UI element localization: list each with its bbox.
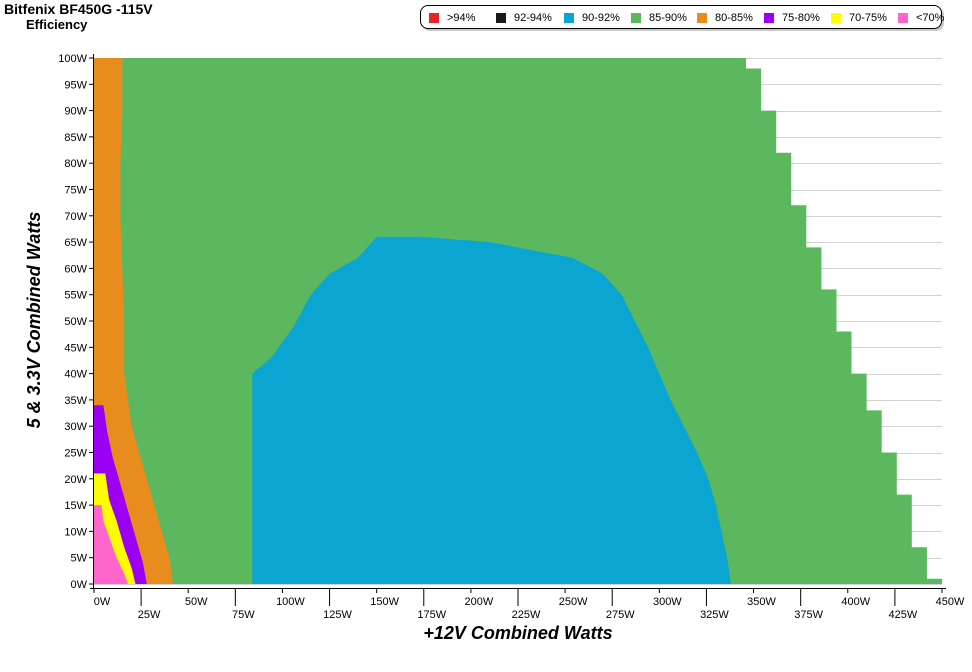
y-tick-label: 10W <box>64 526 87 538</box>
chart-title: Bitfenix BF450G -115V <box>4 1 153 17</box>
y-tick-label: 40W <box>64 369 87 381</box>
legend-item: 80-85% <box>697 11 753 24</box>
legend-label: >94% <box>447 11 476 24</box>
y-tick-label: 20W <box>64 474 87 486</box>
legend: >94% 92-94% 90-92% 85-90% 80-85% 75-80% … <box>420 5 944 29</box>
x-tick-label: 125W <box>323 609 352 621</box>
legend-item: 75-80% <box>764 11 820 24</box>
legend-label: 80-85% <box>715 11 753 24</box>
y-tick-label: 90W <box>64 106 87 118</box>
efficiency-region <box>94 58 174 584</box>
x-tick-label: 225W <box>512 609 541 621</box>
legend-swatch <box>898 12 908 23</box>
y-tick-label: 15W <box>64 500 87 512</box>
y-tick-label: 100W <box>58 53 87 65</box>
x-tick-label: 0W <box>94 596 111 608</box>
x-tick-label: 325W <box>700 609 729 621</box>
y-tick-label: 65W <box>64 237 87 249</box>
legend-item: >94% <box>429 11 475 24</box>
legend-swatch <box>631 12 641 23</box>
y-tick-label: 55W <box>64 290 87 302</box>
x-tick-label: 175W <box>417 609 446 621</box>
legend-item: 92-94% <box>496 11 552 24</box>
legend-swatch <box>764 12 774 23</box>
y-tick-label: 30W <box>64 421 87 433</box>
x-tick-label: 300W <box>653 596 682 608</box>
chart-subtitle: Efficiency <box>26 17 88 32</box>
y-tick-label: 60W <box>64 263 87 275</box>
x-tick-label: 250W <box>559 596 588 608</box>
legend-swatch <box>429 12 439 23</box>
legend-swatch <box>697 12 707 23</box>
x-tick-label: 75W <box>232 609 255 621</box>
x-tick-label: 200W <box>465 596 494 608</box>
x-tick-label: 375W <box>794 609 823 621</box>
legend-label: 90-92% <box>582 11 620 24</box>
y-tick-label: 75W <box>64 185 87 197</box>
y-tick-label: 35W <box>64 395 87 407</box>
x-tick-label: 425W <box>889 609 918 621</box>
legend-label: 85-90% <box>649 11 687 24</box>
y-tick-label: 50W <box>64 316 87 328</box>
efficiency-region <box>94 505 128 584</box>
y-tick-label: 5W <box>71 553 88 565</box>
legend-label: 75-80% <box>782 11 820 24</box>
legend-swatch <box>564 12 574 23</box>
x-tick-label: 400W <box>841 596 870 608</box>
x-tick-label: 275W <box>606 609 635 621</box>
legend-item: 70-75% <box>831 11 887 24</box>
x-tick-label: 350W <box>747 596 776 608</box>
y-tick-label: 70W <box>64 211 87 223</box>
y-tick-label: 0W <box>71 579 88 591</box>
x-tick-label: 450W <box>936 596 965 608</box>
x-tick-label: 150W <box>370 596 399 608</box>
x-tick-label: 100W <box>276 596 305 608</box>
y-tick-label: 80W <box>64 158 87 170</box>
legend-item: 85-90% <box>631 11 687 24</box>
efficiency-regions <box>94 58 942 585</box>
y-tick-label: 45W <box>64 342 87 354</box>
x-tick-label: 25W <box>138 609 161 621</box>
y-tick-label: 95W <box>64 79 87 91</box>
y-tick-label: 85W <box>64 132 87 144</box>
efficiency-region <box>252 236 731 585</box>
legend-label: 70-75% <box>849 11 887 24</box>
y-tick-label: 25W <box>64 448 87 460</box>
legend-label: <70% <box>916 11 945 24</box>
legend-item: <70% <box>898 11 944 24</box>
x-axis-title: +12V Combined Watts <box>423 623 612 643</box>
x-tick-label: 50W <box>185 596 208 608</box>
legend-label: 92-94% <box>514 11 552 24</box>
axes: 0W 5W 10W 15W 20W 25W 30W 35W 40W 45W 50W 55W 60W 65W… <box>58 53 965 621</box>
y-axis-title: 5 & 3.3V Combined Watts <box>24 212 44 429</box>
legend-swatch <box>496 12 506 23</box>
legend-swatch <box>831 12 841 23</box>
legend-item: 90-92% <box>564 11 620 24</box>
